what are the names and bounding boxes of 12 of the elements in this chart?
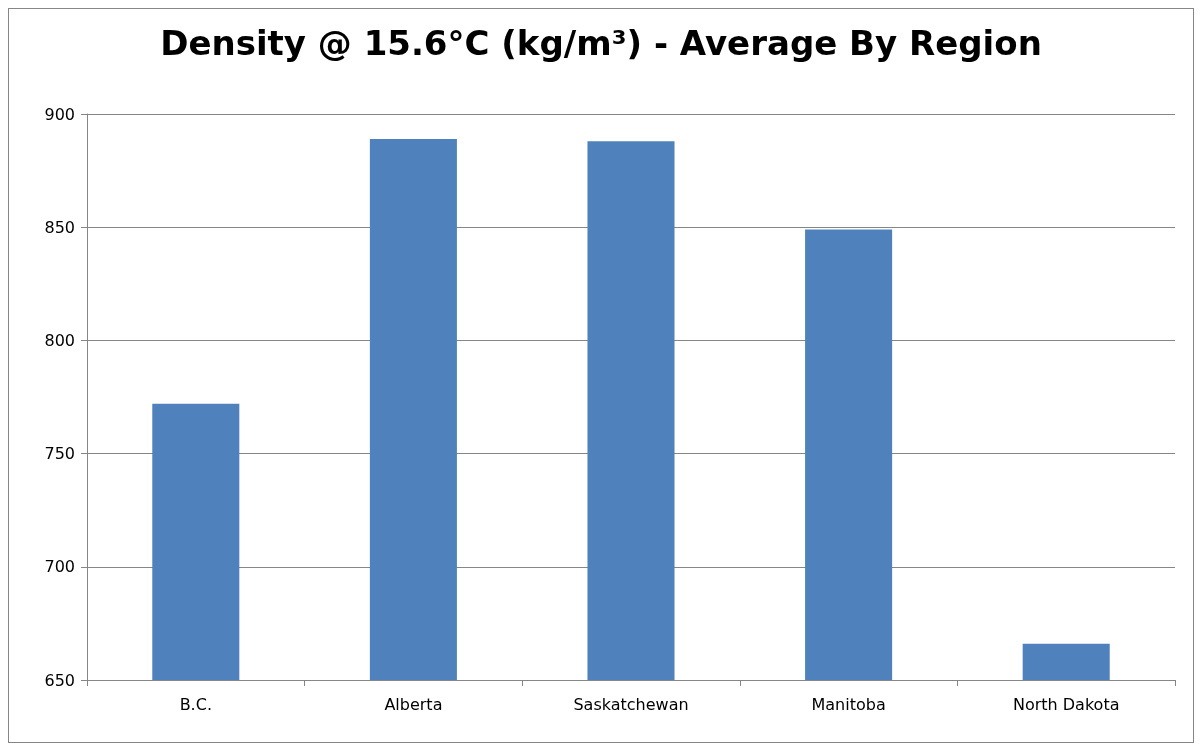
- y-tick-label: 650: [44, 670, 75, 690]
- x-tick-label: Alberta: [384, 694, 443, 714]
- x-tick-label: Manitoba: [811, 694, 886, 714]
- x-tick-label: Saskatchewan: [573, 694, 689, 714]
- x-tick-label: B.C.: [179, 694, 212, 714]
- y-tick-label: 750: [44, 444, 75, 464]
- y-tick-label: 900: [44, 104, 75, 124]
- y-tick-label: 850: [44, 217, 75, 237]
- y-tick-label: 700: [44, 557, 75, 577]
- y-tick-label: 800: [44, 330, 75, 350]
- chart-title: Density @ 15.6°C (kg/m³) - Average By Region: [160, 23, 1042, 63]
- x-tick-label: North Dakota: [1012, 694, 1120, 714]
